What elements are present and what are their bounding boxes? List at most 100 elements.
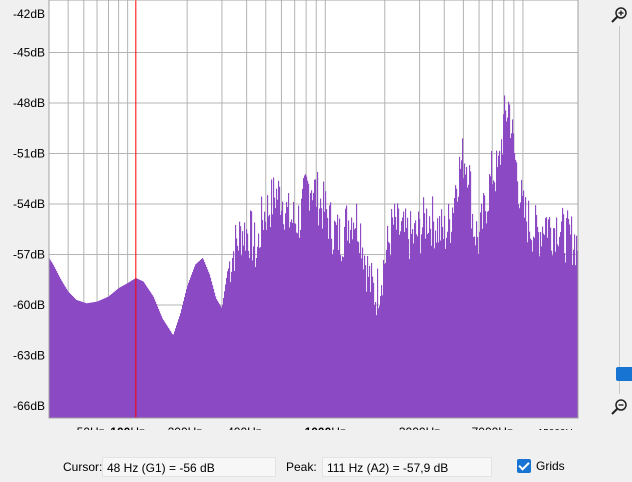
spectrum-bar <box>335 222 337 418</box>
spectrum-bar <box>497 167 499 418</box>
spectrum-bar <box>541 246 543 418</box>
spectrum-bar <box>171 332 173 418</box>
spectrum-bar <box>430 228 432 418</box>
grids-checkbox[interactable]: Grids <box>517 459 565 473</box>
spectrum-bar <box>227 271 229 418</box>
spectrum-bar <box>307 180 309 418</box>
spectrum-bar <box>555 251 557 418</box>
spectrum-bar <box>369 265 371 418</box>
spectrum-bar <box>220 305 222 418</box>
spectrum-bar <box>364 255 366 418</box>
spectrum-bar <box>267 195 269 418</box>
spectrum-bar <box>198 261 200 418</box>
spectrum-bar <box>61 280 63 418</box>
spectrum-bar <box>223 297 225 418</box>
spectrum-bar <box>144 283 146 418</box>
spectrum-bar <box>334 220 336 418</box>
x-tick-label: 100Hz <box>110 425 145 430</box>
spectrum-bar <box>475 245 477 418</box>
spectrum-bar <box>373 282 375 418</box>
spectrum-bar <box>263 230 265 418</box>
spectrum-bar <box>345 208 347 418</box>
spectrum-bar <box>530 238 532 418</box>
spectrum-bar <box>169 329 171 418</box>
spectrum-bar <box>416 234 418 418</box>
spectrum-bar <box>346 205 348 418</box>
spectrum-bar <box>236 238 238 418</box>
spectrum-bar <box>575 265 577 418</box>
spectrum-bar <box>60 278 62 418</box>
zoom-out-icon[interactable] <box>610 398 628 416</box>
spectrum-bar <box>350 229 352 418</box>
spectrum-bar <box>228 268 230 418</box>
spectrum-bar <box>554 228 556 418</box>
spectrum-bar <box>539 256 541 418</box>
spectrum-bar <box>213 288 215 418</box>
spectrum-bar <box>175 328 177 418</box>
spectrum-bar <box>503 114 505 418</box>
spectrum-bar <box>151 293 153 418</box>
spectrum-bar <box>525 197 527 418</box>
spectrum-bar <box>387 225 389 418</box>
zoom-in-icon[interactable] <box>610 6 628 24</box>
spectrum-bar <box>432 196 434 418</box>
spectrum-bar <box>235 224 237 418</box>
spectrum-bar <box>365 265 367 418</box>
spectrum-bar <box>550 227 552 418</box>
zoom-thumb[interactable] <box>616 367 632 381</box>
spectrum-bar <box>562 207 564 418</box>
spectrum-bar <box>501 139 503 419</box>
spectrum-bar <box>540 232 542 418</box>
spectrum-bar <box>95 301 97 418</box>
spectrum-bar <box>543 233 545 418</box>
spectrum-bar <box>124 284 126 418</box>
spectrum-bar <box>425 238 427 418</box>
spectrum-bar <box>536 215 538 418</box>
spectrum-bar <box>204 262 206 418</box>
spectrum-bar <box>556 217 558 418</box>
spectrum-bar <box>394 203 396 418</box>
spectrum-bar <box>317 172 319 418</box>
spectrum-bar <box>325 191 327 418</box>
grids-check-icon[interactable] <box>517 459 531 473</box>
spectrum-bar <box>207 269 209 418</box>
spectrum-bar <box>318 225 320 418</box>
spectrum-bar <box>98 300 100 418</box>
spectrum-bar <box>123 285 125 418</box>
spectrum-bar <box>409 259 411 418</box>
spectrum-bar <box>565 262 567 418</box>
spectrum-bar <box>342 256 344 418</box>
spectrum-bar <box>297 233 299 418</box>
spectrum-bar <box>257 246 259 418</box>
x-tick-label: 200Hz <box>168 425 203 430</box>
spectrum-bar <box>178 319 180 418</box>
spectrum-bar <box>420 253 422 418</box>
spectrum-bar <box>574 234 576 418</box>
spectrum-bar <box>187 285 189 418</box>
spectrum-bar <box>233 251 235 418</box>
spectrum-bar <box>362 247 364 418</box>
spectrum-bar <box>70 293 72 418</box>
spectrum-bar <box>309 210 311 418</box>
spectrum-bar <box>203 259 205 418</box>
spectrum-bar <box>301 198 303 418</box>
spectrum-bar <box>347 240 349 418</box>
spectrum-bar <box>248 250 250 418</box>
spectrum-bar <box>54 267 56 418</box>
spectrum-bar <box>249 258 251 418</box>
zoom-track[interactable] <box>619 26 620 394</box>
spectrum-bar <box>327 217 329 418</box>
spectrum-bar <box>542 226 544 418</box>
spectrum-bar <box>251 211 253 418</box>
spectrum-bar <box>353 222 355 418</box>
spectrum-bar <box>568 218 570 418</box>
spectrum-bar <box>265 221 267 418</box>
spectrum-bar <box>421 234 423 418</box>
spectrum-bar <box>254 222 256 418</box>
spectrum-bar <box>374 304 376 418</box>
spectrum-bar <box>551 250 553 418</box>
zoom-slider[interactable] <box>604 0 632 430</box>
spectrum-bar <box>414 223 416 418</box>
spectrum-plot[interactable]: -42dB -45dB -48dB -51dB -54dB -57dB -60dB -63dB… <box>0 0 600 430</box>
spectrum-bar <box>336 225 338 418</box>
